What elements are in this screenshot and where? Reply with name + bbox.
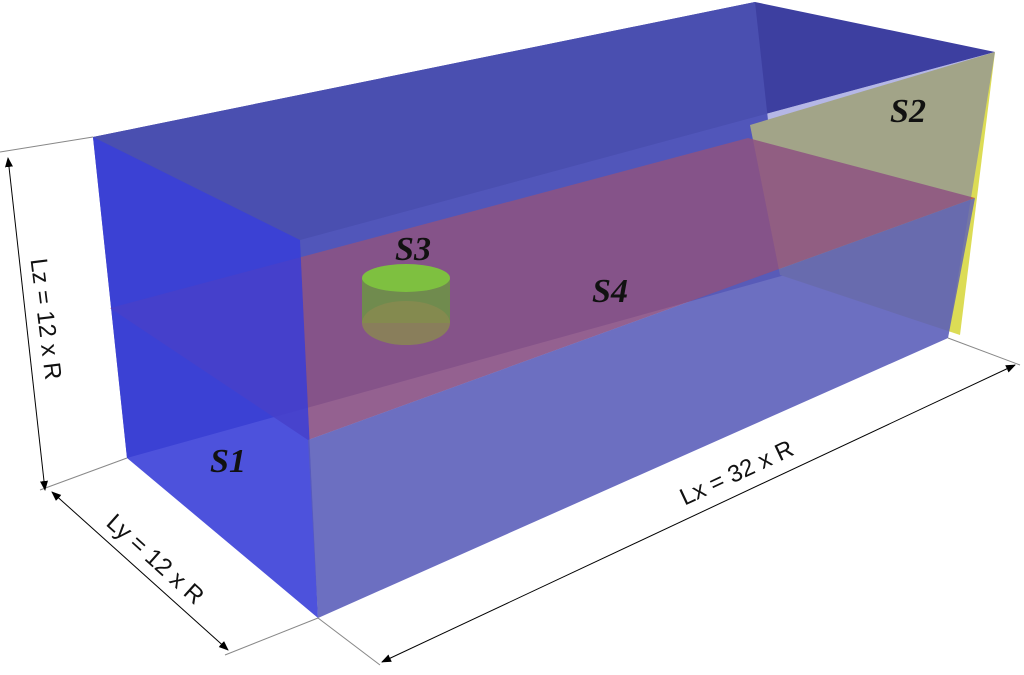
s2-label: S2	[890, 93, 926, 130]
ext-line	[224, 617, 319, 656]
s4-label: S4	[592, 273, 628, 310]
cylinder	[362, 264, 450, 345]
lx-arrow	[381, 364, 1016, 663]
s1-label: S1	[210, 443, 246, 480]
s4-plane	[110, 138, 975, 440]
ext-line	[317, 617, 381, 666]
lz-arrow	[5, 157, 48, 491]
s3-label: S3	[395, 231, 431, 268]
ext-line	[39, 457, 128, 491]
ly-label: Ly = 12 x R	[101, 509, 209, 610]
s1-face	[93, 137, 318, 618]
ext-line	[947, 337, 1021, 366]
ext-line	[0, 136, 94, 153]
ly-arrow	[51, 491, 229, 651]
